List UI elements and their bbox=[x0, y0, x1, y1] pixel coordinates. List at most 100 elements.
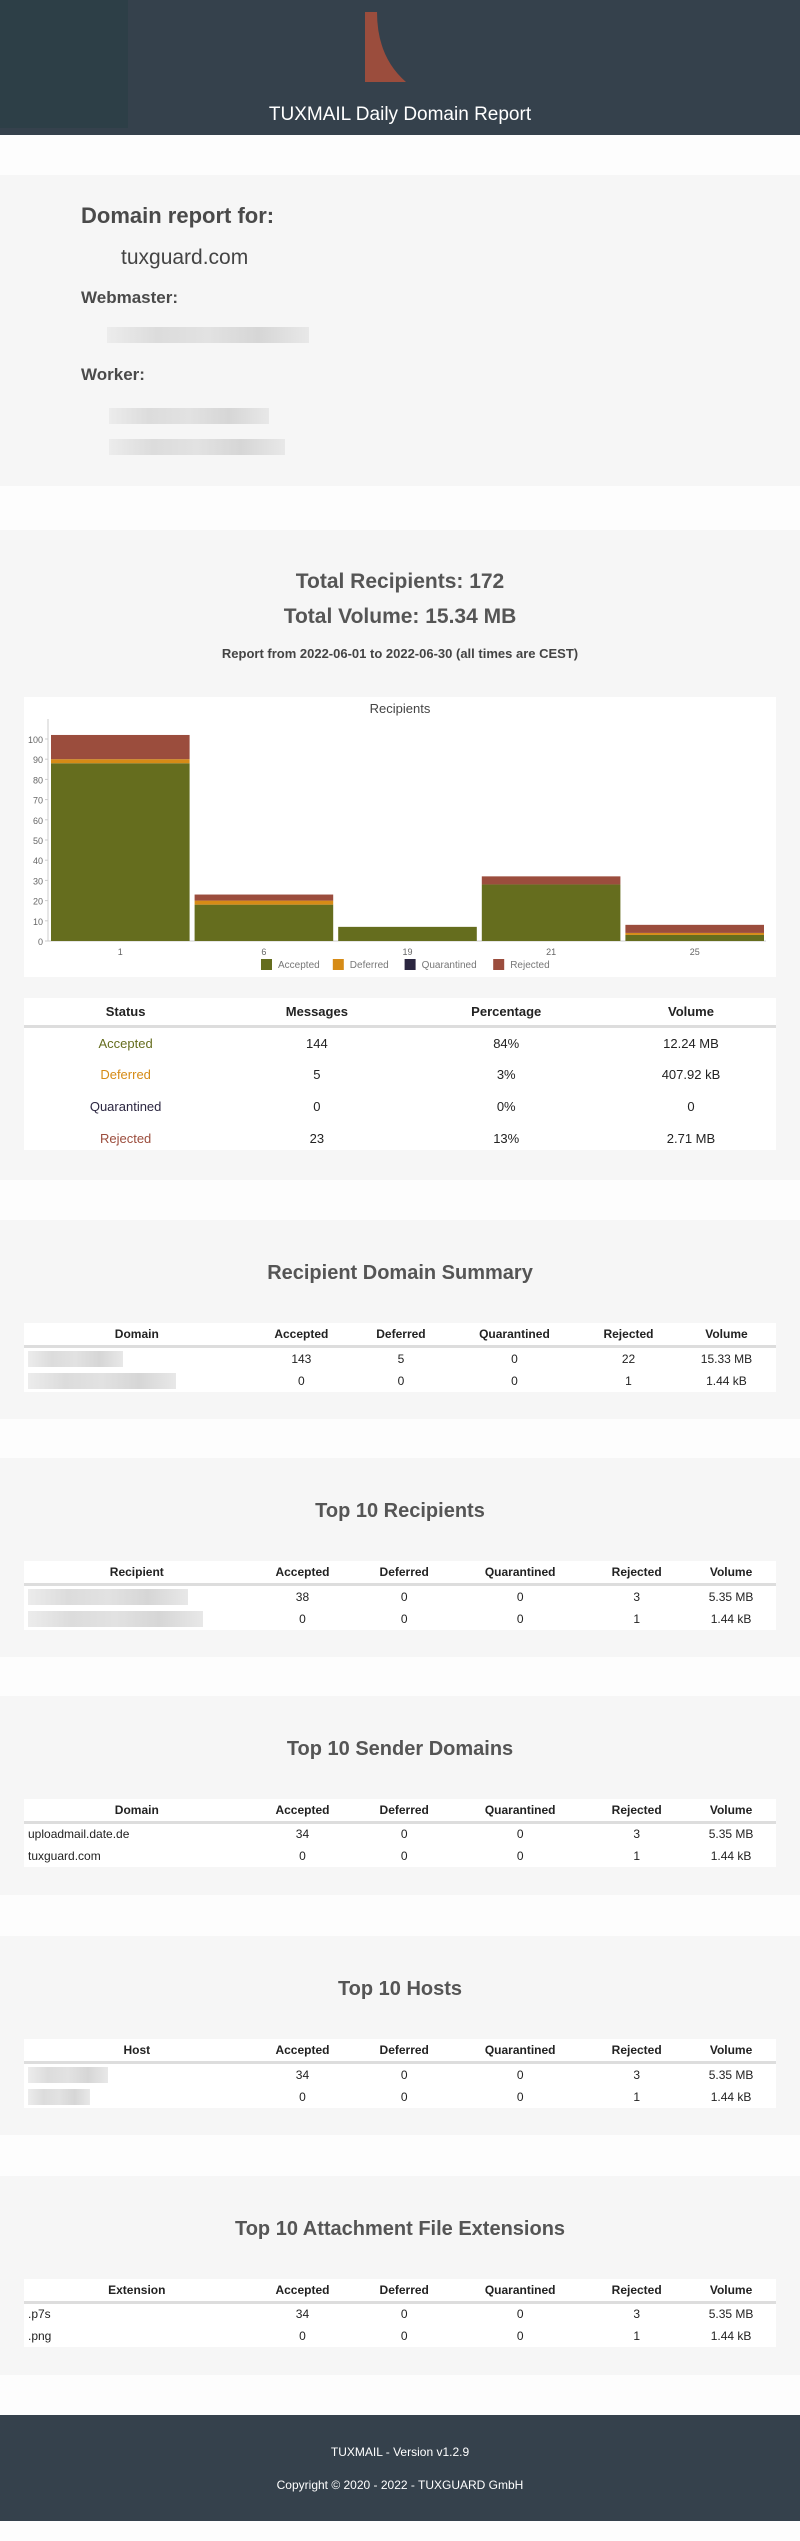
value-cell: 0 bbox=[516, 1848, 524, 1863]
status-cell: 0 bbox=[687, 1099, 695, 1114]
section-title: Top 10 Attachment File Extensions bbox=[234, 2218, 566, 2240]
name-cell: tuxguard.com bbox=[28, 1848, 101, 1863]
header: TUXMAIL Daily Domain Report bbox=[0, 0, 800, 135]
value-cell: 5.35 MB bbox=[708, 2068, 754, 2082]
value-cell: 5.35 MB bbox=[708, 2307, 754, 2322]
bar-deferred-25[interactable] bbox=[625, 932, 764, 935]
value-cell: 0 bbox=[299, 2090, 306, 2104]
bar-accepted-19[interactable] bbox=[338, 926, 477, 941]
value-cell: 1.44 kB bbox=[710, 2328, 752, 2343]
table-row: 0 0 0 1 1.44 kB bbox=[24, 2086, 776, 2108]
redacted-cell bbox=[24, 1370, 250, 1392]
bar-deferred-1[interactable] bbox=[51, 759, 190, 764]
table-section: Top 10 Attachment File Extensions Extensi… bbox=[0, 2176, 800, 2375]
legend-item[interactable]: Rejected bbox=[510, 960, 549, 971]
value-cell: 38 bbox=[295, 1590, 310, 1604]
table-section: Top 10 Recipients Recipient Accepted Deferr… bbox=[0, 1458, 800, 1657]
total-volume: Total Volume: 15.34 MB bbox=[283, 605, 517, 628]
redacted-text bbox=[28, 1611, 203, 1627]
column-header: Rejected bbox=[587, 2279, 687, 2304]
value-cell: 1.44 kB bbox=[710, 1612, 752, 1626]
tuxmail-logo-icon bbox=[365, 12, 406, 82]
value-cell: 1 bbox=[633, 2090, 641, 2104]
status-label: Deferred bbox=[100, 1067, 151, 1082]
column-header: Quarantined bbox=[453, 2039, 588, 2064]
status-label: Quarantined bbox=[89, 1099, 162, 1114]
table-row: 0 0 0 1 1.44 kB bbox=[24, 1608, 776, 1630]
bar-accepted-25[interactable] bbox=[625, 934, 764, 941]
bar-rejected-6[interactable] bbox=[194, 894, 334, 901]
column-header: Rejected bbox=[587, 1799, 687, 1824]
data-table: Host Accepted Deferred Quarantined Rejected V… bbox=[24, 2039, 776, 2108]
redacted-text bbox=[28, 1351, 123, 1367]
column-header: Quarantined bbox=[453, 1799, 588, 1824]
bar-rejected-21[interactable] bbox=[481, 876, 621, 885]
redacted-cell bbox=[24, 1585, 250, 1609]
worker-redacted bbox=[109, 439, 285, 455]
column-header: Volume bbox=[686, 1561, 776, 1586]
data-table: Recipient Accepted Deferred Quarantined Reje… bbox=[24, 1561, 776, 1630]
column-header: Accepted bbox=[249, 2279, 356, 2304]
section-title: Top 10 Hosts bbox=[337, 1978, 463, 2000]
data-table: Domain Accepted Deferred Quarantined Rejecte… bbox=[24, 1323, 776, 1392]
bar-accepted-1[interactable] bbox=[51, 763, 190, 941]
value-cell: 0 bbox=[516, 2090, 524, 2104]
webmaster-label: Webmaster: bbox=[81, 288, 178, 307]
bar-accepted-21[interactable] bbox=[481, 884, 621, 941]
column-header: Percentage bbox=[406, 998, 606, 1028]
x-tick-label: 6 bbox=[261, 947, 266, 957]
legend-item[interactable]: Accepted bbox=[278, 960, 320, 971]
value-cell: 0 bbox=[400, 1590, 408, 1604]
legend-item[interactable]: Quarantined bbox=[422, 960, 477, 971]
value-cell: 0 bbox=[516, 2328, 524, 2343]
column-header: Recipient bbox=[24, 1561, 250, 1586]
value-cell: 1.44 kB bbox=[710, 1848, 752, 1863]
status-label: Accepted bbox=[98, 1035, 153, 1051]
legend-swatch bbox=[261, 959, 272, 970]
section-title: Top 10 Recipients bbox=[315, 1500, 485, 1522]
footer-copyright: Copyright © 2020 - 2022 - TUXGUARD GmbH bbox=[276, 2478, 524, 2492]
redacted-cell bbox=[24, 2063, 250, 2087]
value-cell: 0 bbox=[516, 1827, 524, 1842]
bar-accepted-6[interactable] bbox=[194, 904, 334, 941]
value-cell: 143 bbox=[291, 1352, 312, 1366]
data-table: Domain Accepted Deferred Quarantined Rejecte… bbox=[24, 1799, 776, 1867]
value-cell: 5 bbox=[397, 1352, 405, 1366]
recipients-summary-section: Total Recipients: 172 Total Volume: 15.3… bbox=[0, 530, 800, 1180]
column-header: Deferred bbox=[353, 1323, 449, 1348]
value-cell: 3 bbox=[633, 1590, 641, 1604]
y-tick-label: 20 bbox=[33, 897, 43, 907]
worker-label: Worker: bbox=[81, 365, 145, 384]
column-header: Rejected bbox=[587, 2039, 687, 2064]
value-cell: 5.35 MB bbox=[708, 1827, 754, 1842]
redacted-text bbox=[28, 2089, 90, 2105]
value-cell: 0 bbox=[400, 2307, 408, 2322]
value-cell: 1 bbox=[625, 1374, 632, 1388]
legend-item[interactable]: Deferred bbox=[350, 960, 389, 971]
domain-info-section: Domain report for: tuxguard.com Webmaste… bbox=[0, 175, 800, 486]
value-cell: 34 bbox=[295, 2068, 310, 2082]
section-title: Recipient Domain Summary bbox=[267, 1262, 533, 1284]
bar-rejected-1[interactable] bbox=[51, 734, 190, 760]
bar-deferred-6[interactable] bbox=[194, 900, 334, 905]
bar-rejected-25[interactable] bbox=[625, 924, 764, 933]
redacted-cell bbox=[24, 1608, 250, 1630]
value-cell: 0 bbox=[400, 1827, 408, 1842]
value-cell: 0 bbox=[299, 2328, 306, 2343]
value-cell: 0 bbox=[299, 1848, 306, 1863]
value-cell: 0 bbox=[516, 1590, 524, 1604]
redacted-cell bbox=[24, 2086, 250, 2108]
status-row: Quarantined 0 0% 0 bbox=[24, 1091, 776, 1123]
status-table-card: Status Messages Percentage Volume Accepted 14… bbox=[24, 998, 776, 1150]
status-cell: 407.92 kB bbox=[661, 1067, 721, 1082]
table-card: Domain Accepted Deferred Quarantined Rejecte… bbox=[24, 1323, 776, 1392]
table-row: 34 0 0 3 5.35 MB bbox=[24, 2063, 776, 2087]
column-header: Accepted bbox=[249, 1323, 354, 1348]
value-cell: 3 bbox=[633, 1827, 641, 1842]
y-tick-label: 100 bbox=[28, 735, 43, 745]
column-header: Accepted bbox=[249, 2039, 356, 2064]
value-cell: 0 bbox=[298, 1374, 305, 1388]
column-header: Extension bbox=[24, 2279, 250, 2304]
name-cell: .p7s bbox=[28, 2307, 51, 2322]
value-cell: 0 bbox=[400, 1848, 408, 1863]
